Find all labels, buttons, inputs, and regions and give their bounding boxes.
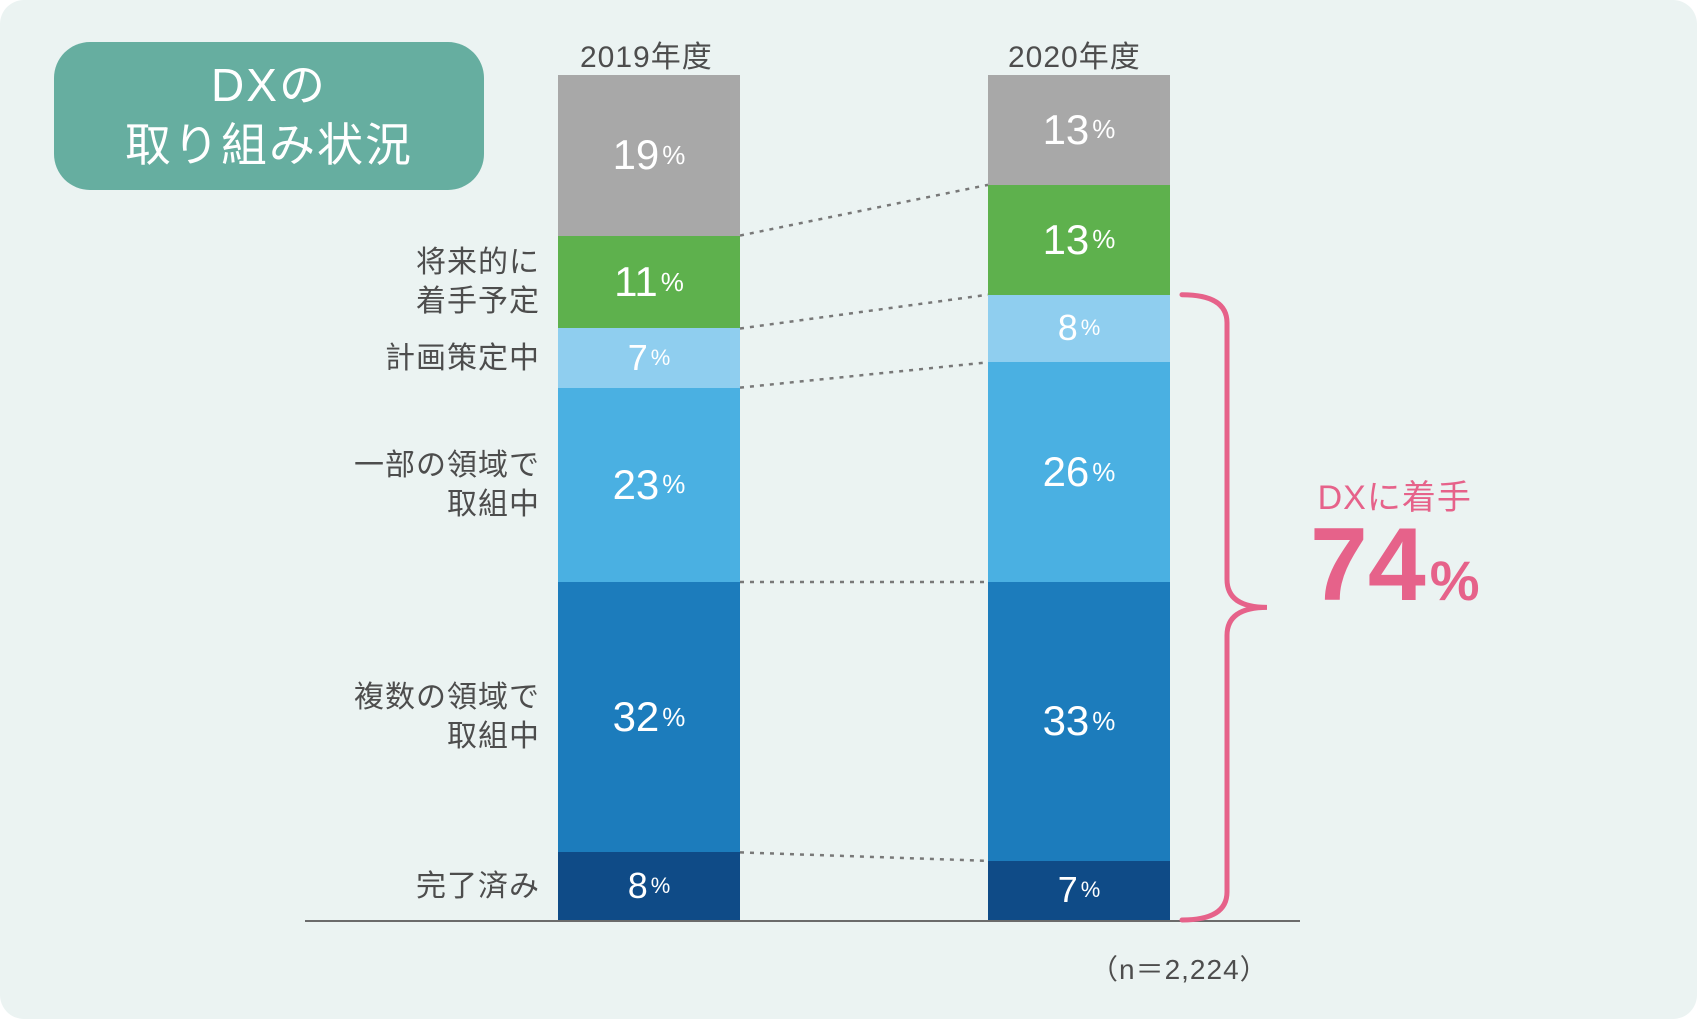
- bar-segment-done: 7%: [988, 861, 1170, 920]
- bar-segment-multiple: 33%: [988, 582, 1170, 861]
- title-text: DXの取り組み状況: [125, 56, 413, 176]
- bar-segment-future: 13%: [988, 185, 1170, 295]
- stacked-bar-2020: 13%13%8%26%33%7%: [988, 75, 1170, 920]
- bar-segment-multiple: 32%: [558, 582, 740, 852]
- bar-segment-untouched: 13%: [988, 75, 1170, 185]
- callout-group: DXに着手 74%: [1310, 470, 1479, 617]
- stacked-bar-2019: 19%11%7%23%32%8%: [558, 75, 740, 920]
- chart-canvas: DXの取り組み状況 2019年度 2020年度 19%11%7%23%32%8%…: [0, 0, 1697, 1019]
- callout-bracket: [1172, 0, 1292, 1019]
- bar-segment-untouched: 19%: [558, 75, 740, 236]
- bar-segment-future: 11%: [558, 236, 740, 329]
- title-badge: DXの取り組み状況: [54, 42, 484, 190]
- category-label-planning: 計画策定中: [385, 339, 540, 378]
- category-label-done: 完了済み: [416, 867, 540, 906]
- bar-segment-partial: 23%: [558, 388, 740, 582]
- category-label-partial: 一部の領域で取組中: [354, 446, 540, 524]
- bar-segment-done: 8%: [558, 852, 740, 920]
- category-label-future: 将来的に着手予定: [416, 243, 540, 321]
- axis-baseline: [305, 920, 1300, 922]
- bar-segment-planning: 7%: [558, 328, 740, 387]
- year-label-2020: 2020年度: [1008, 32, 1141, 76]
- callout-value-wrap: 74%: [1310, 513, 1479, 617]
- bar-segment-partial: 26%: [988, 362, 1170, 582]
- bar-segment-planning: 8%: [988, 295, 1170, 363]
- callout-value: 74: [1310, 513, 1426, 617]
- year-label-2019: 2019年度: [580, 32, 713, 76]
- callout-unit: %: [1430, 548, 1480, 613]
- category-label-multiple: 複数の領域で取組中: [354, 678, 540, 756]
- footnote-n: （n＝2,224）: [1090, 948, 1269, 988]
